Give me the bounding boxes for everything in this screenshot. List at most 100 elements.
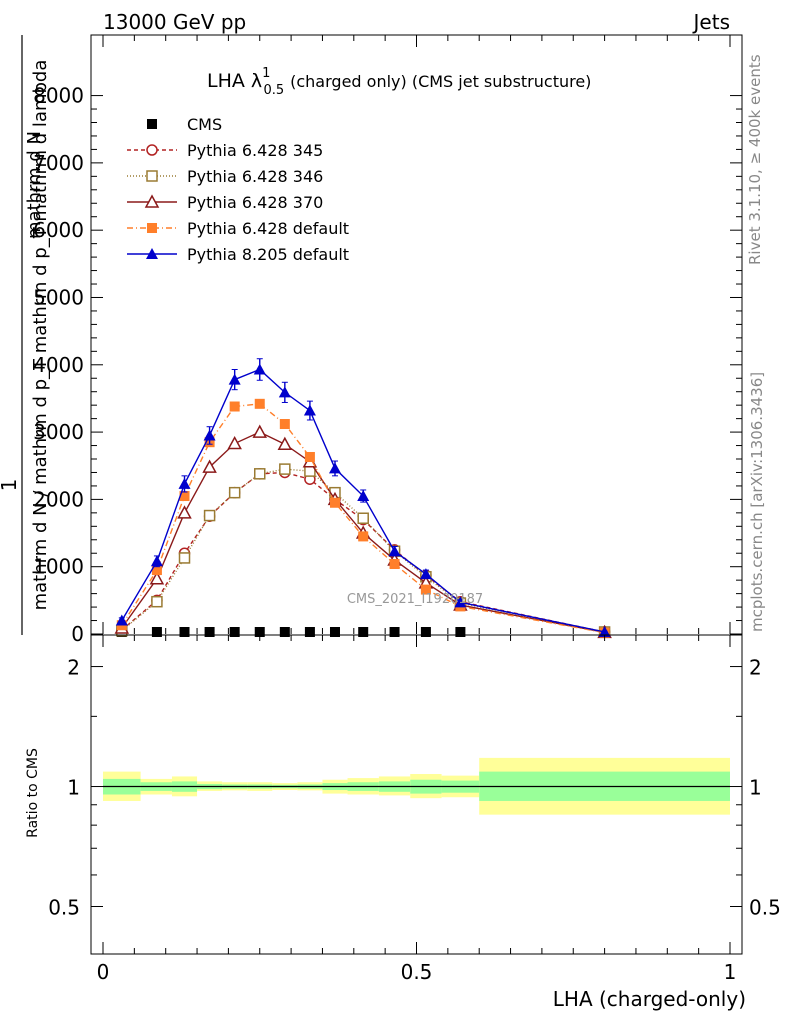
data-point — [228, 486, 241, 499]
plot-title-sub: 0.5 — [263, 83, 284, 98]
data-point — [357, 512, 369, 524]
data-point — [598, 625, 611, 637]
data-point — [252, 424, 268, 438]
data-point — [151, 627, 162, 637]
ratio-y-tick-label: 2 — [67, 656, 80, 680]
main-ylabel-overlay: mathrm d N — [24, 131, 45, 239]
ratio-y-tick-label: 1 — [67, 776, 80, 800]
ratio-y-tick-label-right: 1 — [749, 776, 762, 800]
data-point — [357, 490, 370, 502]
y-tick-label: 3000 — [33, 420, 84, 444]
series-pythia-8-205-default — [115, 358, 611, 637]
legend-label: Pythia 6.428 370 — [187, 193, 323, 212]
legend-label: Pythia 8.205 default — [187, 245, 349, 264]
x-axis-label: LHA (charged-only) — [553, 987, 746, 1011]
legend: CMS Pythia 6.428 345 Pythia 6.428 346 Pythi… — [127, 115, 349, 264]
data-point — [178, 477, 191, 489]
data-point — [179, 627, 190, 637]
data-point — [178, 552, 191, 564]
data-point — [304, 627, 315, 637]
data-point — [202, 459, 217, 473]
data-point — [358, 627, 369, 637]
y-tick-label: 6000 — [33, 218, 84, 242]
legend-marker — [147, 119, 157, 129]
y-tick-label: 7000 — [33, 151, 84, 175]
ylabel-numer: 1 — [0, 479, 21, 492]
data-point — [420, 627, 431, 637]
data-point — [253, 363, 266, 375]
data-point — [358, 531, 369, 542]
ratio-y-tick-label: 0.5 — [48, 895, 80, 919]
legend-item: Pythia 6.428 default — [127, 219, 349, 238]
energy-label: 13000 GeV pp — [103, 10, 246, 34]
process-label: Jets — [692, 10, 730, 34]
data-point — [455, 627, 466, 637]
y-tick-label: 2000 — [33, 487, 84, 511]
legend-item: Pythia 6.428 370 — [127, 193, 323, 212]
analysis-watermark: CMS_2021_I1920187 — [347, 592, 483, 607]
data-point — [420, 584, 431, 595]
data-point — [277, 436, 293, 450]
data-point — [149, 571, 165, 585]
data-point — [151, 565, 162, 576]
series-line-pythia-6-428-default — [121, 403, 605, 634]
plot-title-main: LHA λ — [207, 70, 262, 92]
main-plot-area: 0 1000 2000 3000 4000 5000 6000 7000 8000 — [33, 35, 742, 646]
mcplots-label: mcplots.cern.ch [arXiv:1306.3436] — [748, 372, 766, 632]
x-tick-label: 0.5 — [401, 960, 433, 984]
data-point — [454, 596, 467, 608]
series-line-pythia-6-428-346 — [121, 468, 605, 633]
legend-marker — [146, 144, 158, 156]
plot-title: LHA λ1 0.5 (charged only) (CMS jet substru… — [207, 66, 591, 98]
data-point — [279, 627, 290, 637]
data-point — [254, 468, 266, 480]
data-point — [229, 401, 240, 412]
ratio-y-tick-label-right: 0.5 — [749, 895, 781, 919]
data-point — [203, 429, 216, 441]
legend-item: Pythia 8.205 default — [127, 245, 349, 264]
data-point — [203, 509, 216, 522]
legend-marker — [147, 223, 157, 233]
data-point — [303, 404, 316, 416]
y-tick-label: 1000 — [33, 555, 84, 579]
data-point — [115, 614, 128, 626]
data-point — [229, 627, 240, 637]
plot-title-sup: 1 — [262, 66, 270, 81]
data-point — [304, 451, 315, 462]
legend-label: CMS — [187, 115, 222, 134]
x-tick-label: 0 — [97, 960, 110, 984]
y-tick-label: 5000 — [33, 285, 84, 309]
y-tick-label: 0 — [71, 622, 84, 646]
y-tick-label: 8000 — [33, 84, 84, 108]
ratio-plot-area: 0.5 0.5 1 1 2 2 0 0.5 1 — [48, 635, 781, 984]
legend-marker — [144, 194, 160, 208]
data-point — [278, 386, 291, 398]
data-point — [254, 627, 265, 637]
legend-label: Pythia 6.428 346 — [187, 167, 323, 186]
ylabel-denom: mathrm d N / mathrm d p_T mathrm d p_T m… — [30, 60, 51, 611]
legend-item: Pythia 6.428 346 — [127, 167, 323, 186]
data-point — [279, 419, 290, 430]
main-ylabel: 1 mathrm d N / mathrm d p_T mathrm d p_T… — [0, 35, 51, 635]
plot-title-rest: (charged only) (CMS jet substructure) — [290, 72, 591, 91]
y-tick-label: 4000 — [33, 353, 84, 377]
data-point — [150, 555, 163, 567]
data-point — [179, 491, 190, 502]
data-point — [228, 373, 241, 385]
data-point — [389, 559, 400, 570]
data-point — [177, 505, 192, 519]
x-tick-label: 1 — [724, 960, 737, 984]
data-point — [329, 627, 340, 637]
ratio-ylabel: Ratio to CMS — [25, 748, 41, 838]
data-point — [204, 627, 215, 637]
data-point — [419, 568, 432, 580]
data-point — [279, 463, 291, 475]
legend-label: Pythia 6.428 default — [187, 219, 349, 238]
legend-marker — [146, 170, 158, 182]
legend-marker — [146, 248, 158, 259]
data-point — [254, 398, 265, 409]
legend-item: CMS — [147, 115, 222, 134]
data-point — [151, 595, 163, 608]
